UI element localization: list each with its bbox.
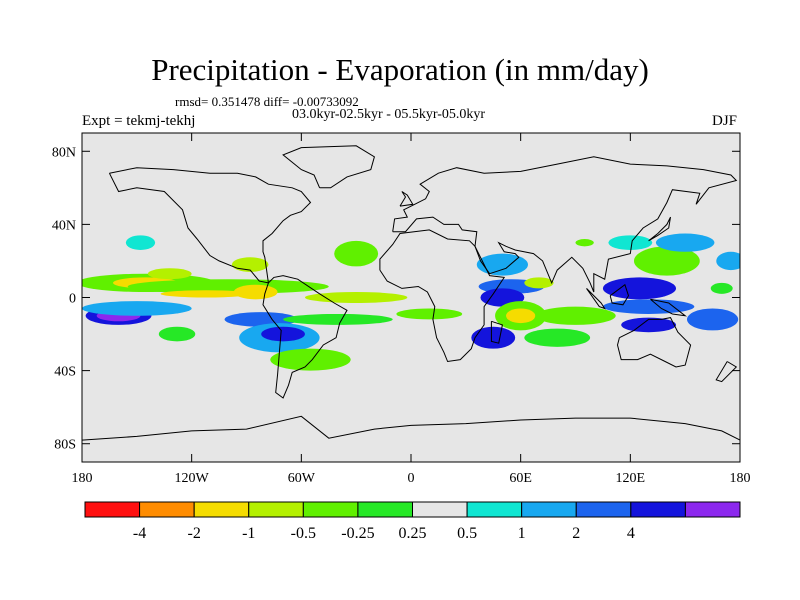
colorbar-swatch [357, 501, 413, 518]
coastline [392, 156, 738, 293]
colorbar-swatch [630, 501, 686, 518]
anomaly-patch [160, 290, 252, 298]
x-tick-label: 120W [175, 471, 210, 486]
anomaly-patch [524, 277, 554, 289]
x-tick-label: 60E [509, 471, 532, 486]
coastline [586, 288, 606, 310]
anomaly-patch [575, 239, 594, 247]
y-tick-label: 40S [54, 365, 76, 380]
anomaly-patch [261, 326, 305, 342]
anomaly-patch [524, 328, 591, 347]
x-tick-label: 180 [72, 471, 93, 486]
chart-title: Precipitation - Evaporation (in mm/day) [151, 52, 649, 87]
anomaly-patch [686, 308, 739, 331]
y-tick-label: 80N [52, 145, 76, 160]
anomaly-patch [621, 317, 677, 333]
anomaly-patch [608, 235, 653, 250]
coastline [616, 317, 692, 368]
y-tick-label: 0 [69, 292, 76, 307]
anomaly-patch [716, 251, 740, 271]
anomaly-patch [710, 282, 733, 294]
experiment-label: Expt = tekmj-tekhj [82, 113, 196, 129]
season-label: DJF [712, 113, 738, 129]
coastline [715, 361, 738, 383]
coastline [399, 191, 414, 207]
coastline [379, 229, 506, 363]
x-tick-label: 120E [616, 471, 646, 486]
anomaly-patch [231, 257, 269, 272]
colorbar-swatch [412, 501, 468, 518]
anomaly-patch [476, 253, 528, 276]
anomaly-patch [125, 235, 156, 250]
stats-line: rmsd= 0.351478 diff= -0.00733092 [175, 94, 359, 109]
colorbar-swatch [248, 501, 304, 518]
colorbar-swatch [521, 501, 577, 518]
colorbar-swatch [575, 501, 632, 518]
coastline-layer [82, 145, 740, 441]
colorbar-label: -0.5 [291, 525, 316, 542]
colorbar-label: -4 [133, 525, 146, 542]
colorbar-swatch [139, 501, 195, 518]
coastline [82, 415, 740, 441]
coastline [282, 145, 375, 189]
anomaly-patch [602, 277, 677, 300]
colorbar-swatch [684, 501, 741, 518]
anomaly-patch [334, 240, 379, 267]
coastline [648, 216, 671, 242]
anomaly-patch [633, 246, 700, 276]
colorbar-label: 4 [627, 525, 635, 542]
anomaly-patch [506, 308, 536, 324]
anomaly-patch [602, 299, 695, 314]
anomaly-patch [224, 312, 298, 327]
colorbar-swatch [193, 501, 250, 518]
anomaly-patch [82, 301, 192, 316]
x-tick-label: 0 [408, 471, 415, 486]
anomaly-patch [471, 326, 516, 349]
x-tick-label: 180 [730, 471, 751, 486]
y-tick-label: 40N [52, 218, 76, 233]
colorbar-swatch [466, 501, 523, 518]
anomaly-patch [655, 233, 715, 252]
anomaly-patch [283, 313, 393, 325]
anomaly-patch [304, 292, 408, 303]
periods-line: 03.0kyr-02.5kyr - 05.5kyr-05.0kyr [292, 107, 486, 122]
coastline [650, 298, 687, 317]
colorbar-label: -0.25 [341, 525, 374, 542]
anomaly-patch [535, 306, 616, 325]
anomaly-patch [270, 348, 351, 371]
colorbar-label: 0.5 [457, 525, 477, 542]
y-tick-label: 80S [54, 438, 76, 453]
colorbar-label: -2 [188, 525, 201, 542]
x-tick-label: 60W [288, 471, 316, 486]
anomaly-patch [158, 326, 196, 342]
coastline [490, 320, 503, 344]
anomaly-patch [147, 268, 192, 280]
colorbar-swatch [302, 501, 359, 518]
colorbar-label: 2 [572, 525, 580, 542]
colorbar-label: -1 [242, 525, 255, 542]
coastline [609, 283, 630, 306]
coastline [262, 275, 348, 399]
coastline [108, 167, 312, 284]
colorbar-label: 1 [518, 525, 526, 542]
colorbar-swatch [84, 501, 141, 518]
anomaly-patch [127, 279, 329, 294]
anomaly-patch [233, 284, 278, 300]
anomaly-patch [396, 308, 463, 320]
colorbar-label: 0.25 [399, 525, 427, 542]
